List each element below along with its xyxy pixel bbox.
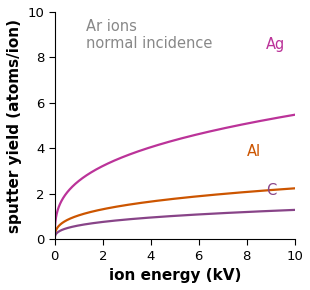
Text: Ar ions
normal incidence: Ar ions normal incidence — [86, 19, 212, 51]
Text: Al: Al — [247, 144, 261, 159]
Text: Ag: Ag — [266, 37, 285, 52]
Y-axis label: sputter yield (atoms/ion): sputter yield (atoms/ion) — [7, 19, 22, 233]
Text: C: C — [266, 183, 276, 198]
X-axis label: ion energy (kV): ion energy (kV) — [108, 268, 241, 283]
